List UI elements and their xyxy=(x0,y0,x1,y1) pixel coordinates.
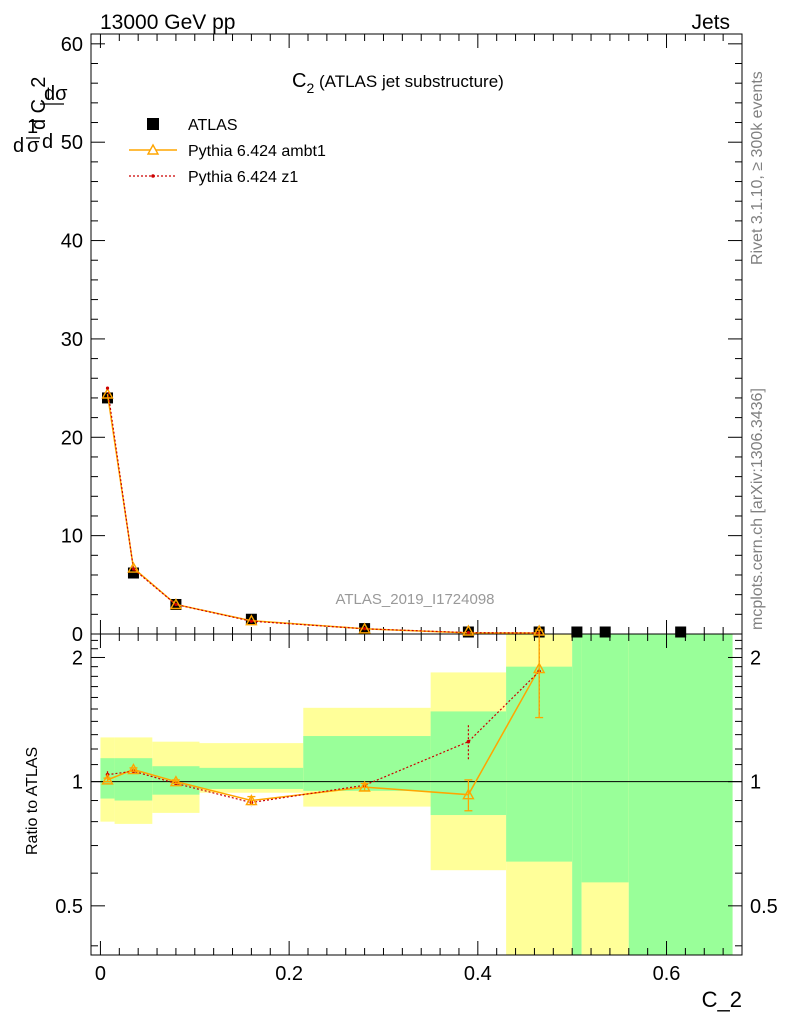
ratio-marks xyxy=(101,629,546,812)
ylabel-one: 1 xyxy=(27,116,38,138)
xtick-label-1: 0.2 xyxy=(275,963,303,985)
z1-point-4 xyxy=(363,627,367,631)
ylabel-sigma: σ xyxy=(27,135,40,157)
ratio-ambt1-point-4 xyxy=(358,780,371,792)
ambt1-point-1 xyxy=(127,561,140,573)
x-axis-label: C_2 xyxy=(702,987,742,1012)
ylabel-dc2: d C_2 xyxy=(28,77,50,130)
legend-z1-marker xyxy=(151,174,155,178)
ratio-ytick-label-right-1: 1 xyxy=(750,772,761,794)
atlas-point-9 xyxy=(675,626,687,638)
ratio-ambt1-point-6 xyxy=(532,662,546,674)
legend: ATLAS Pythia 6.424 ambt1 Pythia 6.424 z1 xyxy=(129,117,326,186)
band-inner-7 xyxy=(572,634,582,955)
chart-title: C2 (ATLAS jet substructure) xyxy=(292,70,504,96)
ratio-ambt1-point-5 xyxy=(462,788,475,800)
ylabel-d1: d xyxy=(13,135,24,157)
legend-label-2: Pythia 6.424 z1 xyxy=(188,169,298,186)
legend-ambt1-marker xyxy=(146,143,160,155)
atlas-point-7 xyxy=(571,626,583,638)
ratio-ytick-label-right-0: 0.5 xyxy=(750,896,778,918)
atlas-point-8 xyxy=(599,626,611,638)
ratio-bands xyxy=(100,634,733,955)
main-ytick-label-1: 10 xyxy=(61,526,83,548)
z1-point-0 xyxy=(105,386,110,390)
z1-point-1 xyxy=(131,567,136,571)
main-ytick-label-2: 20 xyxy=(61,427,83,449)
z1-point-2 xyxy=(174,602,178,607)
ratio-y-axis-label: Ratio to ATLAS xyxy=(24,747,41,855)
ratio-ytick-label-right-2: 2 xyxy=(750,647,761,669)
main-y-axis-label: d 1 σ d dσ d C_2 xyxy=(13,77,68,157)
ratio-ambt1-point-1 xyxy=(127,763,140,775)
legend-label-0: ATLAS xyxy=(188,117,238,134)
ratio-z1-point-5 xyxy=(466,739,471,744)
xtick-label-3: 0.6 xyxy=(653,963,681,985)
band-inner-8 xyxy=(581,634,629,883)
main-ytick-label-6: 60 xyxy=(61,34,83,56)
xtick-label-2: 0.4 xyxy=(464,963,492,985)
main-ytick-label-3: 30 xyxy=(61,329,83,351)
main-frame: 0 10 20 30 40 50 60 xyxy=(61,33,743,646)
ratio-frame: 0.5 0.5 1 1 2 2 0 0.2 0.4 0.6 xyxy=(55,633,778,985)
main-ytick-label-5: 50 xyxy=(61,132,83,154)
ratio-ambt1-point-2 xyxy=(169,775,183,787)
ratio-ytick-label-1: 1 xyxy=(72,772,83,794)
ratio-ytick-label-2: 2 xyxy=(72,647,83,669)
band-inner-4 xyxy=(303,736,431,791)
band-inner-3 xyxy=(199,767,304,789)
band-inner-9 xyxy=(628,634,733,955)
header-right: Jets xyxy=(691,11,730,34)
rivet-label: Rivet 3.1.10, ≥ 300k events xyxy=(749,71,766,265)
mcplots-label: mcplots.cern.ch [arXiv:1306.3436] xyxy=(749,388,766,630)
ylabel-dsigma: dσ xyxy=(44,83,68,105)
ylabel-d2: d xyxy=(42,131,53,153)
main-ytick-label-4: 40 xyxy=(61,231,83,253)
header-left: 13000 GeV pp xyxy=(100,11,235,34)
analysis-watermark: ATLAS_2019_I1724098 xyxy=(335,591,494,608)
ratio-ytick-label-0: 0.5 xyxy=(55,896,83,918)
z1-point-3 xyxy=(249,619,253,623)
xtick-label-0: 0 xyxy=(95,963,106,985)
legend-label-1: Pythia 6.424 ambt1 xyxy=(188,143,326,160)
title-sub: 2 xyxy=(306,80,314,96)
title-main: C xyxy=(292,70,306,92)
z1-point-5 xyxy=(466,631,470,635)
main-ytick-label-0: 0 xyxy=(72,624,83,646)
ratio-plot-frame xyxy=(90,633,743,956)
ambt1-point-5 xyxy=(462,624,475,636)
ambt1-point-4 xyxy=(358,622,371,634)
title-suffix: (ATLAS jet substructure) xyxy=(314,72,504,91)
ambt1-point-3 xyxy=(245,614,258,626)
ambt1-point-0 xyxy=(101,387,114,399)
ratio-ambt1-point-3 xyxy=(245,794,258,806)
atlas-point-3 xyxy=(245,613,257,625)
svg-text:C2 (ATLAS jet substructure): C2 (ATLAS jet substructure) xyxy=(292,70,504,96)
ratio-ambt1-point-0 xyxy=(101,773,114,785)
ambt1-point-2 xyxy=(169,598,183,610)
legend-atlas-marker xyxy=(147,118,159,130)
atlas-point-1 xyxy=(127,567,139,579)
